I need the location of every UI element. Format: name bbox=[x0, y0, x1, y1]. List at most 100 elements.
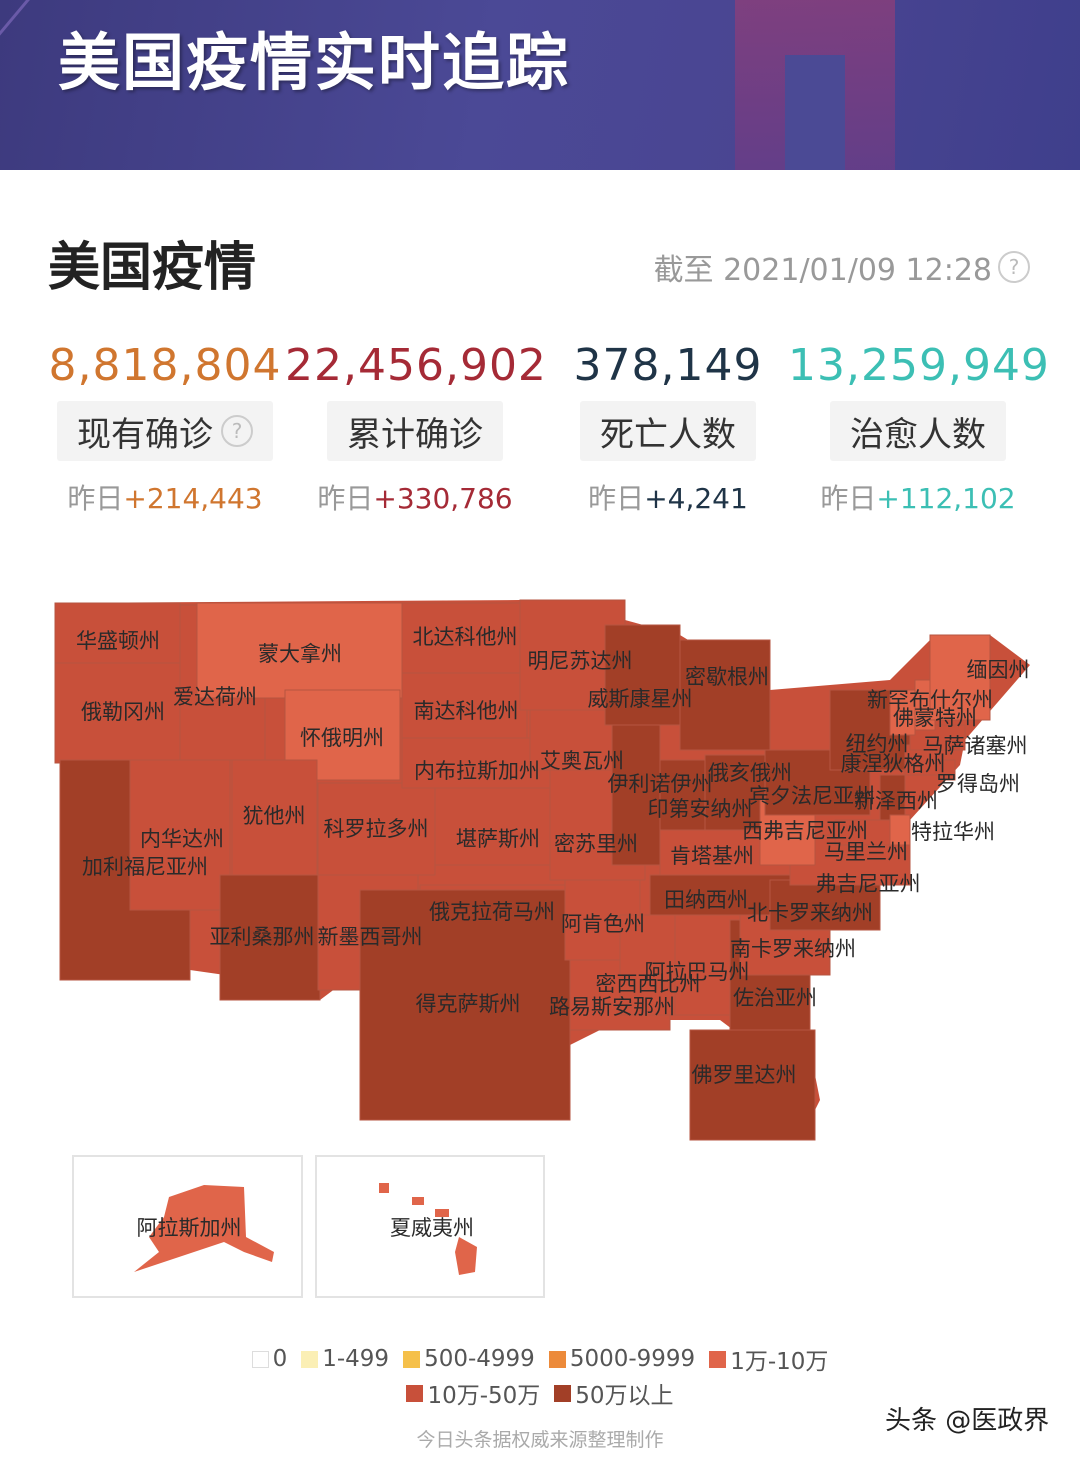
state-label: 威斯康星州 bbox=[587, 687, 693, 711]
stat-delta: 昨日+4,241 bbox=[538, 477, 798, 517]
state-shape[interactable] bbox=[889, 689, 916, 736]
state-shape[interactable] bbox=[834, 819, 891, 846]
state-shape[interactable] bbox=[401, 737, 553, 789]
state-shape[interactable] bbox=[317, 782, 436, 876]
legend-label: 1万-10万 bbox=[730, 1349, 829, 1375]
state-label: 爱达荷州 bbox=[173, 685, 257, 709]
state-label: 俄亥俄州 bbox=[708, 761, 792, 785]
state-shape[interactable] bbox=[219, 874, 321, 1001]
state-label: 新泽西州 bbox=[854, 789, 938, 813]
state-label: 堪萨斯州 bbox=[456, 827, 540, 851]
state-label-hawaii: 夏威夷州 bbox=[390, 1216, 474, 1240]
legend-item: 1万-10万 bbox=[709, 1342, 828, 1376]
state-shape[interactable] bbox=[129, 759, 231, 911]
stat-value: 13,259,949 bbox=[788, 340, 1050, 391]
as-of-text: 截至 2021/01/09 12:28 bbox=[653, 253, 992, 288]
state-label: 怀俄明州 bbox=[300, 726, 384, 750]
state-label: 得克萨斯州 bbox=[415, 992, 521, 1016]
stat-label: 现有确诊 bbox=[77, 414, 213, 455]
inset-alaska[interactable]: 阿拉斯加州 bbox=[72, 1155, 303, 1298]
state-shape[interactable] bbox=[401, 672, 528, 739]
state-shape[interactable] bbox=[929, 634, 991, 721]
page-title: 美国疫情 bbox=[48, 238, 257, 298]
state-label: 南达科他州 bbox=[413, 699, 519, 723]
state-shape[interactable] bbox=[889, 814, 911, 846]
state-shape[interactable] bbox=[231, 759, 318, 876]
state-shape[interactable] bbox=[611, 724, 661, 866]
state-label: 新罕布什尔州 bbox=[867, 688, 993, 712]
stat-card[interactable]: 22,456,902 累计确诊 昨日+330,786 bbox=[285, 340, 547, 517]
state-label: 佛蒙特州 bbox=[893, 706, 977, 730]
legend-swatch bbox=[548, 1350, 566, 1368]
state-label: 俄勒冈州 bbox=[81, 700, 165, 724]
legend-swatch bbox=[406, 1384, 424, 1402]
stat-card[interactable]: 8,818,804 现有确诊? 昨日+214,443 bbox=[35, 340, 295, 517]
inset-hawaii[interactable]: 夏威夷州 bbox=[315, 1155, 545, 1298]
stat-card[interactable]: 13,259,949 治愈人数 昨日+112,102 bbox=[788, 340, 1050, 517]
header-banner: 美国疫情实时追踪 bbox=[0, 0, 1080, 170]
state-label: 康涅狄格州 bbox=[840, 752, 946, 776]
state-shape[interactable] bbox=[939, 759, 956, 781]
state-shape[interactable] bbox=[879, 774, 906, 821]
state-label: 缅因州 bbox=[966, 658, 1030, 682]
state-label: 犹他州 bbox=[242, 804, 306, 828]
state-label: 路易斯安那州 bbox=[549, 995, 675, 1019]
state-label: 特拉华州 bbox=[911, 820, 995, 844]
state-label: 马里兰州 bbox=[824, 840, 908, 864]
state-label: 印第安纳州 bbox=[647, 797, 753, 821]
stat-label-box: 死亡人数 bbox=[580, 401, 756, 461]
delta-prefix: 昨日 bbox=[67, 482, 124, 515]
legend-label: 10万-50万 bbox=[427, 1383, 541, 1409]
state-shape[interactable] bbox=[196, 602, 403, 699]
as-of-timestamp: 截至 2021/01/09 12:28 ? bbox=[654, 245, 1030, 289]
state-label: 内华达州 bbox=[140, 827, 224, 851]
legend-item: 500-4999 bbox=[403, 1342, 535, 1376]
state-label: 罗得岛州 bbox=[936, 772, 1020, 796]
legend-item: 0 bbox=[251, 1342, 288, 1376]
delta-value: +214,443 bbox=[123, 482, 263, 515]
legend-item: 5000-9999 bbox=[548, 1342, 695, 1376]
state-label: 新墨西哥州 bbox=[317, 925, 423, 949]
delta-value: +330,786 bbox=[373, 482, 513, 515]
legend-row-2: 10万-50万 50万以上 bbox=[0, 1376, 1080, 1410]
stat-label-box: 累计确诊 bbox=[327, 401, 503, 461]
stat-delta: 昨日+112,102 bbox=[788, 477, 1048, 517]
state-label: 俄克拉荷马州 bbox=[429, 900, 555, 924]
stat-label-box: 治愈人数 bbox=[830, 401, 1006, 461]
stat-value: 378,149 bbox=[573, 340, 763, 391]
stat-card[interactable]: 378,149 死亡人数 昨日+4,241 bbox=[538, 340, 798, 517]
delta-prefix: 昨日 bbox=[588, 482, 645, 515]
state-shape[interactable] bbox=[679, 639, 771, 751]
state-label: 佛罗里达州 bbox=[691, 1063, 797, 1087]
legend-label: 0 bbox=[272, 1346, 288, 1372]
watermark: 头条 @医政界 bbox=[885, 1406, 1050, 1436]
state-label: 田纳西州 bbox=[664, 888, 748, 912]
us-map-svg bbox=[54, 599, 1030, 1141]
stat-value: 8,818,804 bbox=[48, 340, 282, 391]
help-icon[interactable]: ? bbox=[221, 415, 253, 447]
state-label: 阿肯色州 bbox=[561, 912, 645, 936]
state-label: 宾夕法尼亚州 bbox=[749, 784, 875, 808]
legend-swatch bbox=[301, 1350, 319, 1368]
us-map[interactable]: 华盛顿州 俄勒冈州 加利福尼亚州 爱达荷州 内华达州 蒙大拿州 怀俄明州 犹他州 亚利桑那州 科罗… bbox=[0, 580, 1080, 1160]
legend-item: 10万-50万 bbox=[406, 1376, 540, 1410]
stat-label-box: 现有确诊? bbox=[57, 401, 273, 461]
state-shape[interactable] bbox=[604, 624, 681, 726]
bridge-tower-gap bbox=[785, 55, 845, 170]
state-shape[interactable] bbox=[359, 889, 571, 1121]
state-shape[interactable] bbox=[434, 787, 561, 866]
legend-item: 50万以上 bbox=[554, 1376, 674, 1410]
state-shape[interactable] bbox=[689, 1029, 816, 1141]
delta-value: +4,241 bbox=[644, 482, 748, 515]
state-label: 南卡罗来纳州 bbox=[730, 937, 856, 961]
state-label: 蒙大拿州 bbox=[258, 642, 342, 666]
help-icon[interactable]: ? bbox=[998, 251, 1030, 283]
state-shape[interactable] bbox=[769, 879, 881, 931]
state-label: 伊利诺伊州 bbox=[607, 772, 713, 796]
legend-swatch bbox=[554, 1384, 572, 1402]
state-shape[interactable] bbox=[401, 602, 521, 674]
stat-value: 22,456,902 bbox=[285, 340, 547, 391]
stat-label: 死亡人数 bbox=[600, 414, 736, 455]
state-label: 马萨诸塞州 bbox=[922, 734, 1028, 758]
hawaii-shape bbox=[379, 1183, 477, 1275]
